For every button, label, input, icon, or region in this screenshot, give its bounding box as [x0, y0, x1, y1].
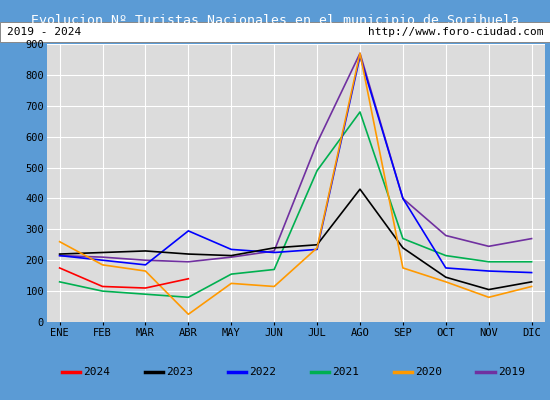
Text: 2022: 2022 — [249, 367, 276, 377]
Text: 2019: 2019 — [498, 367, 525, 377]
Text: 2019 - 2024: 2019 - 2024 — [7, 27, 81, 37]
Text: 2020: 2020 — [415, 367, 442, 377]
Text: 2024: 2024 — [83, 367, 110, 377]
Text: Evolucion Nº Turistas Nacionales en el municipio de Sorihuela: Evolucion Nº Turistas Nacionales en el m… — [31, 14, 519, 27]
Text: 2023: 2023 — [166, 367, 193, 377]
Text: http://www.foro-ciudad.com: http://www.foro-ciudad.com — [368, 27, 543, 37]
FancyBboxPatch shape — [0, 22, 550, 42]
Text: 2021: 2021 — [332, 367, 359, 377]
